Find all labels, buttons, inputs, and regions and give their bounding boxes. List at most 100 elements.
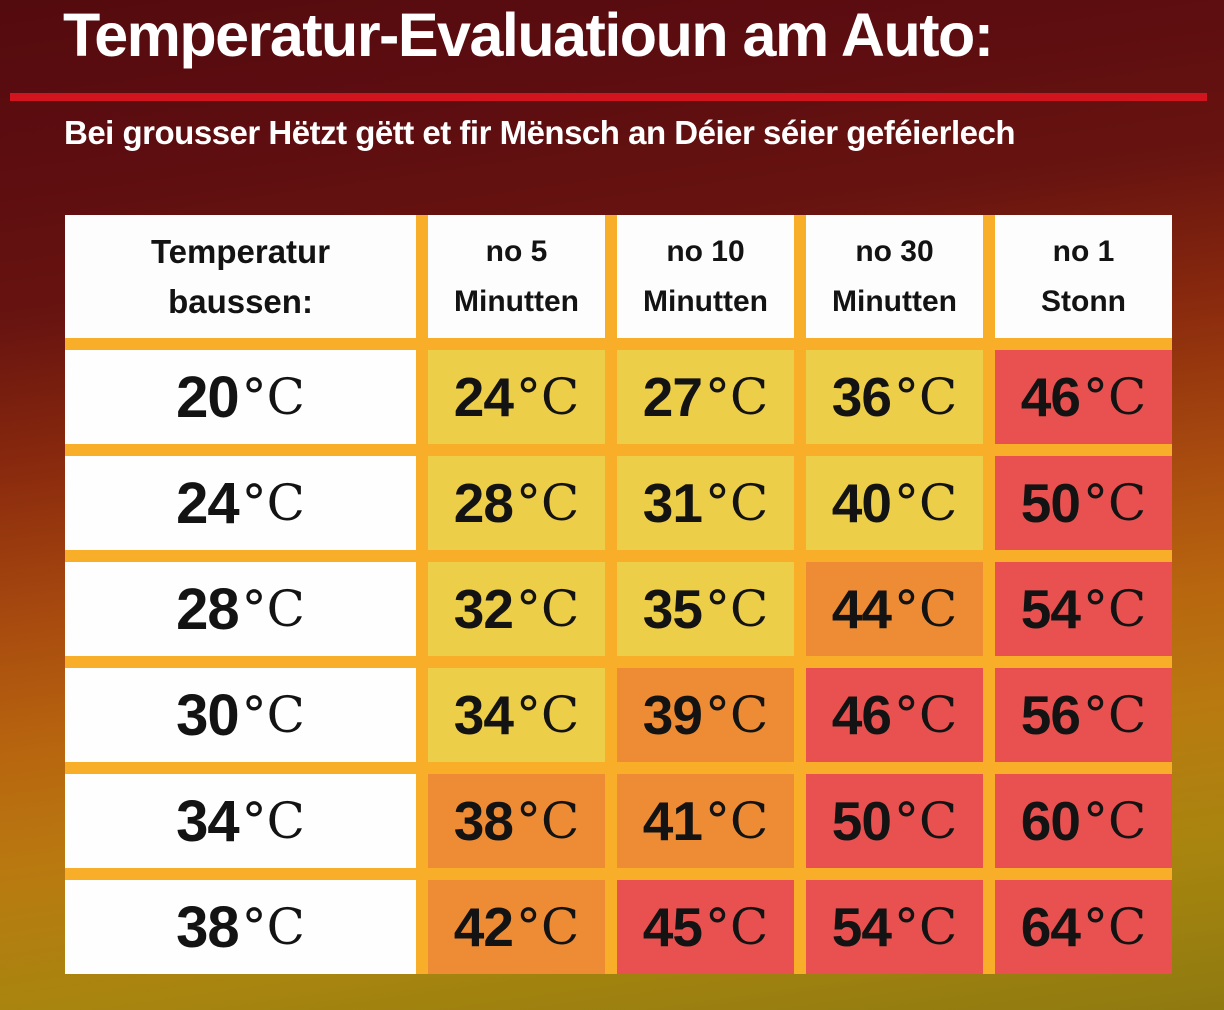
degree-unit: °C bbox=[893, 368, 958, 426]
car-temperature-cell: 50 °C bbox=[995, 456, 1172, 550]
temperature-value: 56 bbox=[1020, 684, 1081, 746]
outside-temperature-cell: 30 °C bbox=[65, 668, 416, 762]
degree-unit: °C bbox=[515, 792, 580, 850]
car-temperature-cell: 24 °C bbox=[428, 350, 605, 444]
outside-temperature-cell: 28 °C bbox=[65, 562, 416, 656]
outside-temperature-cell: 20 °C bbox=[65, 350, 416, 444]
degree-unit: °C bbox=[704, 898, 769, 956]
degree-unit: °C bbox=[893, 686, 958, 744]
temperature-value: 54 bbox=[1020, 578, 1081, 640]
car-temperature-cell: 64 °C bbox=[995, 880, 1172, 974]
temperature-value: 28 bbox=[453, 472, 514, 534]
degree-unit: °C bbox=[515, 686, 580, 744]
temperature-value: 50 bbox=[831, 790, 892, 852]
car-temperature-cell: 54 °C bbox=[995, 562, 1172, 656]
degree-unit: °C bbox=[893, 792, 958, 850]
row-header-column-title: Temperatur baussen: bbox=[65, 215, 416, 338]
temperature-value: 24 bbox=[176, 470, 240, 536]
temperature-value: 35 bbox=[642, 578, 703, 640]
degree-unit: °C bbox=[893, 580, 958, 638]
car-temperature-cell: 38 °C bbox=[428, 774, 605, 868]
header-line2: Minutten bbox=[454, 284, 579, 318]
title-divider bbox=[10, 93, 1207, 101]
outside-temperature-cell: 34 °C bbox=[65, 774, 416, 868]
outside-temperature-cell: 24 °C bbox=[65, 456, 416, 550]
temperature-value: 28 bbox=[176, 576, 240, 642]
car-temperature-cell: 54 °C bbox=[806, 880, 983, 974]
car-temperature-cell: 35 °C bbox=[617, 562, 794, 656]
car-temperature-cell: 60 °C bbox=[995, 774, 1172, 868]
car-temperature-cell: 32 °C bbox=[428, 562, 605, 656]
degree-unit: °C bbox=[704, 580, 769, 638]
car-temperature-cell: 40 °C bbox=[806, 456, 983, 550]
temperature-value: 45 bbox=[642, 896, 703, 958]
column-header: no 30 Minutten bbox=[806, 215, 983, 338]
temperature-value: 31 bbox=[642, 472, 703, 534]
temperature-value: 41 bbox=[642, 790, 703, 852]
header-line2: Minutten bbox=[832, 284, 957, 318]
column-header: no 1 Stonn bbox=[995, 215, 1172, 338]
degree-unit: °C bbox=[515, 368, 580, 426]
degree-unit: °C bbox=[704, 474, 769, 532]
degree-unit: °C bbox=[515, 474, 580, 532]
car-temperature-cell: 34 °C bbox=[428, 668, 605, 762]
page-title: Temperatur-Evaluatioun am Auto: bbox=[63, 1, 994, 69]
header-line2: Stonn bbox=[1041, 284, 1126, 318]
temperature-value: 34 bbox=[176, 788, 240, 854]
degree-unit: °C bbox=[1082, 686, 1147, 744]
degree-unit: °C bbox=[241, 368, 305, 426]
degree-unit: °C bbox=[1082, 792, 1147, 850]
degree-unit: °C bbox=[704, 792, 769, 850]
temperature-value: 30 bbox=[176, 682, 240, 748]
temperature-value: 38 bbox=[453, 790, 514, 852]
degree-unit: °C bbox=[1082, 474, 1147, 532]
outside-temperature-cell: 38 °C bbox=[65, 880, 416, 974]
header-line2: Minutten bbox=[643, 284, 768, 318]
degree-unit: °C bbox=[893, 898, 958, 956]
car-temperature-cell: 31 °C bbox=[617, 456, 794, 550]
temperature-value: 27 bbox=[642, 366, 703, 428]
temperature-value: 54 bbox=[831, 896, 892, 958]
car-temperature-cell: 56 °C bbox=[995, 668, 1172, 762]
degree-unit: °C bbox=[1082, 368, 1147, 426]
car-temperature-cell: 46 °C bbox=[806, 668, 983, 762]
temperature-value: 46 bbox=[1020, 366, 1081, 428]
header-line1: no 5 bbox=[485, 234, 548, 268]
car-temperature-cell: 42 °C bbox=[428, 880, 605, 974]
degree-unit: °C bbox=[893, 474, 958, 532]
temperature-value: 36 bbox=[831, 366, 892, 428]
car-temperature-cell: 46 °C bbox=[995, 350, 1172, 444]
degree-unit: °C bbox=[704, 368, 769, 426]
temperature-value: 32 bbox=[453, 578, 514, 640]
temperature-value: 44 bbox=[831, 578, 892, 640]
header-line1: no 30 bbox=[855, 234, 934, 268]
degree-unit: °C bbox=[1082, 580, 1147, 638]
car-temperature-cell: 27 °C bbox=[617, 350, 794, 444]
header-line2: baussen: bbox=[168, 282, 313, 320]
column-header: no 5 Minutten bbox=[428, 215, 605, 338]
degree-unit: °C bbox=[515, 580, 580, 638]
car-temperature-cell: 36 °C bbox=[806, 350, 983, 444]
temperature-value: 50 bbox=[1020, 472, 1081, 534]
temperature-value: 40 bbox=[831, 472, 892, 534]
degree-unit: °C bbox=[241, 686, 305, 744]
car-temperature-cell: 50 °C bbox=[806, 774, 983, 868]
temperature-value: 46 bbox=[831, 684, 892, 746]
car-temperature-cell: 28 °C bbox=[428, 456, 605, 550]
subtitle: Bei grousser Hëtzt gëtt et fir Mënsch an… bbox=[64, 114, 1016, 151]
temperature-table: Temperatur baussen: no 5 Minutten no 10 Minut… bbox=[65, 215, 1172, 974]
degree-unit: °C bbox=[241, 474, 305, 532]
temperature-value: 39 bbox=[642, 684, 703, 746]
degree-unit: °C bbox=[241, 580, 305, 638]
column-header: no 10 Minutten bbox=[617, 215, 794, 338]
degree-unit: °C bbox=[241, 898, 305, 956]
temperature-value: 38 bbox=[176, 894, 240, 960]
car-temperature-cell: 45 °C bbox=[617, 880, 794, 974]
header-line1: no 10 bbox=[666, 234, 745, 268]
temperature-value: 20 bbox=[176, 364, 240, 430]
degree-unit: °C bbox=[241, 792, 305, 850]
temperature-value: 64 bbox=[1020, 896, 1081, 958]
header-line1: no 1 bbox=[1052, 234, 1115, 268]
degree-unit: °C bbox=[704, 686, 769, 744]
degree-unit: °C bbox=[515, 898, 580, 956]
